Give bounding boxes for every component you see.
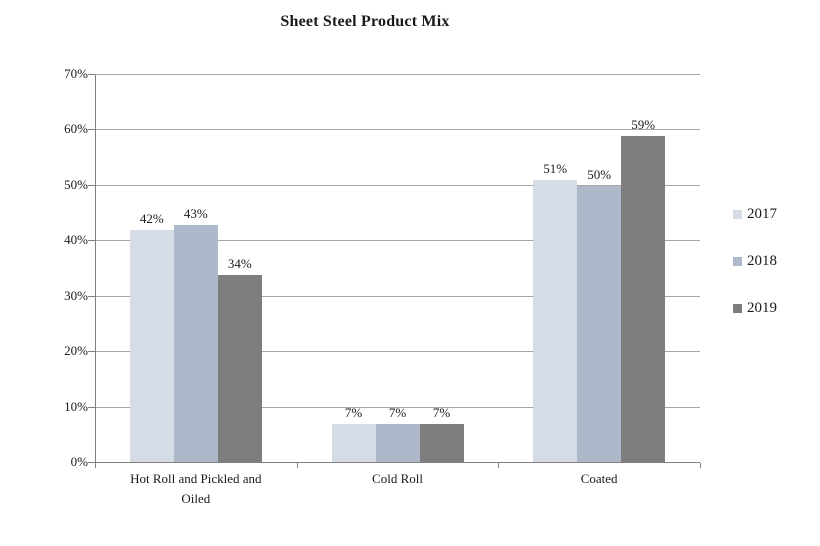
gridline xyxy=(95,129,700,131)
bar-value-label: 7% xyxy=(432,405,451,421)
legend-item-2018: 2018 xyxy=(733,253,777,270)
y-axis-tick xyxy=(88,74,95,75)
y-axis-tick xyxy=(88,184,95,186)
bar-value-label: 50% xyxy=(587,166,612,182)
y-axis-label: 70% xyxy=(64,66,88,81)
bar-2017 xyxy=(331,424,376,463)
gridline xyxy=(95,74,700,75)
chart-title: Sheet Steel Product Mix xyxy=(280,13,450,30)
y-axis-tick xyxy=(88,351,95,353)
legend-marker-icon xyxy=(733,210,742,219)
legend-label: 2019 xyxy=(747,300,777,316)
y-axis-label: 30% xyxy=(64,287,88,303)
x-axis-tick xyxy=(297,463,298,468)
bar-2019 xyxy=(217,274,262,463)
gridline xyxy=(95,406,700,408)
gridline xyxy=(95,351,700,353)
y-axis-label: 20% xyxy=(64,343,88,359)
y-axis-tick xyxy=(88,129,95,131)
gridline xyxy=(95,295,700,297)
y-axis-label: 60% xyxy=(64,121,88,137)
bar-2018 xyxy=(173,224,218,463)
bar-2018 xyxy=(577,185,622,463)
legend: 2017 2018 2019 xyxy=(733,206,777,347)
x-category-label: Hot Roll and Pickled and Oiled xyxy=(130,471,262,506)
bar-2017 xyxy=(533,180,578,463)
y-axis-label: 10% xyxy=(64,398,88,414)
y-axis-tick xyxy=(88,406,95,408)
legend-marker-icon xyxy=(733,257,742,266)
y-axis-tick xyxy=(88,240,95,242)
bar-value-label: 7% xyxy=(388,405,407,421)
y-axis-label: 40% xyxy=(64,232,88,248)
bar-2019 xyxy=(621,135,666,463)
legend-item-2019: 2019 xyxy=(733,300,777,317)
x-axis-line xyxy=(95,462,700,463)
bar-value-label: 42% xyxy=(139,211,164,227)
y-axis-line xyxy=(95,75,96,463)
bar-value-label: 51% xyxy=(543,161,568,177)
bar-2018 xyxy=(375,424,420,463)
x-category-label: Coated xyxy=(580,471,618,486)
y-axis-tick xyxy=(88,295,95,297)
y-axis-label: 0% xyxy=(70,454,88,469)
legend-item-2017: 2017 xyxy=(733,206,777,223)
y-axis-label: 50% xyxy=(64,176,88,192)
y-axis-tick xyxy=(88,462,95,463)
gridline xyxy=(95,240,700,242)
legend-label: 2017 xyxy=(747,206,777,222)
x-axis-tick xyxy=(700,463,701,468)
x-category-label: Cold Roll xyxy=(372,471,423,486)
bar-value-label: 7% xyxy=(344,405,363,421)
bar-2019 xyxy=(419,424,464,463)
gridline xyxy=(95,184,700,186)
bar-value-label: 59% xyxy=(631,116,656,132)
bar-value-label: 34% xyxy=(227,255,252,271)
bar-2017 xyxy=(129,230,174,463)
x-axis-tick xyxy=(95,463,96,468)
bar-value-label: 43% xyxy=(183,205,208,221)
x-axis-tick xyxy=(498,463,499,468)
legend-marker-icon xyxy=(733,304,742,313)
legend-label: 2018 xyxy=(747,253,777,269)
